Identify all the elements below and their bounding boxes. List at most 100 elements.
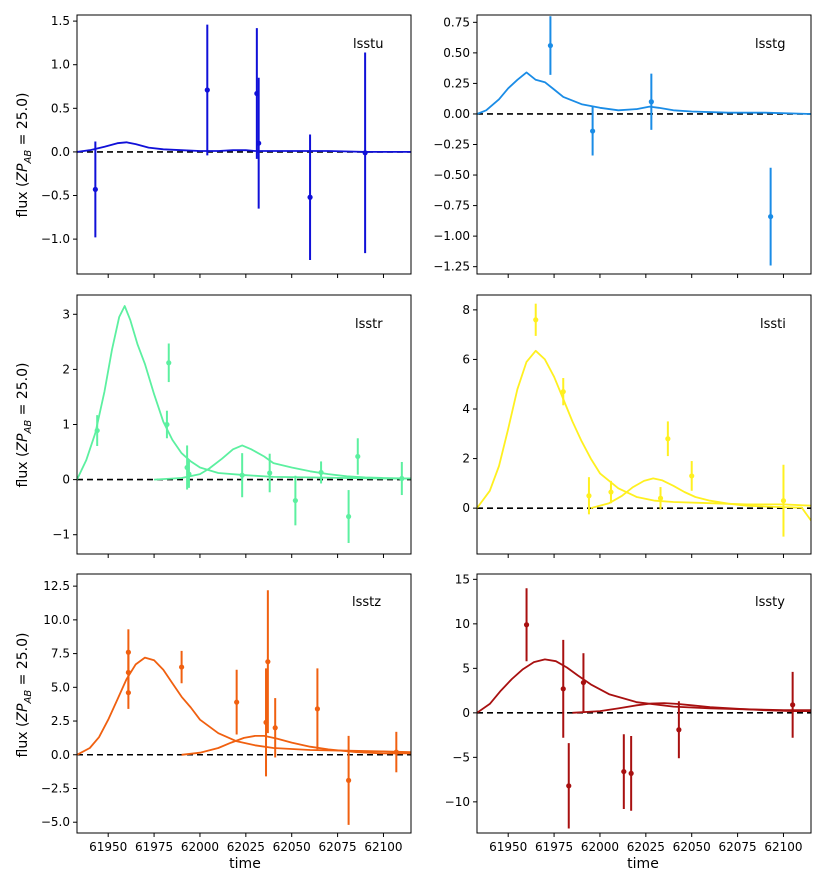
data-marker [790, 702, 796, 708]
data-point [318, 461, 324, 484]
y-tick-label: 2 [462, 452, 470, 466]
data-marker [590, 128, 596, 134]
axes-frame [76, 294, 412, 555]
data-point [628, 735, 634, 811]
data-marker [586, 493, 592, 499]
plot-area [77, 24, 411, 261]
x-tick-label: 62025 [627, 840, 665, 854]
data-point [790, 671, 796, 738]
band-label: lsstg [755, 37, 786, 52]
x-tick-label: 62000 [181, 840, 219, 854]
model-curve-1 [77, 305, 411, 480]
data-marker [346, 513, 352, 520]
x-tick-label: 62050 [673, 840, 711, 854]
data-marker [399, 475, 405, 482]
y-tick-label: 10 [455, 617, 470, 631]
plot-area [477, 588, 811, 829]
x-tick-label: 61950 [89, 840, 127, 854]
y-axis-label-row2: flux (ZPAB = 25.0) [15, 363, 34, 488]
data-point [533, 303, 539, 336]
data-point [234, 669, 240, 735]
data-marker [164, 421, 170, 428]
panel-lsstz: −5.0 −2.5 0.0 2.5 5.0 7.5 10.0 12.5 61950 61975 62… [41, 573, 412, 854]
data-marker [580, 679, 587, 686]
data-point [608, 480, 614, 504]
data-point [648, 73, 654, 130]
y-tick-label: 12.5 [43, 579, 70, 593]
y-tick-label: 0 [462, 501, 470, 515]
data-point [689, 461, 695, 491]
data-point [346, 735, 352, 825]
axes-frame [476, 294, 812, 555]
data-marker [234, 699, 240, 705]
data-marker [166, 360, 172, 366]
y-tick-label: 5 [462, 661, 470, 675]
data-point [393, 731, 399, 773]
data-marker [267, 470, 273, 476]
panel-lsstg: −1.25 −1.00 −0.75 −0.50 −0.25 0.00 0.25 0.50 0.7… [433, 14, 812, 278]
axes-frame [476, 573, 812, 834]
y-tick-label: −1.0 [41, 232, 70, 246]
y-tick-label: 0.0 [51, 748, 70, 762]
data-marker [314, 706, 321, 712]
plot-area [477, 303, 811, 537]
y-axis-label-row1: flux (ZPAB = 25.0) [15, 93, 34, 218]
y-tick-label: 0.00 [443, 107, 470, 121]
model-curve-1 [477, 71, 811, 115]
y-tick-label: −0.75 [433, 199, 470, 213]
band-label: lsstr [355, 317, 383, 332]
data-point [307, 134, 313, 261]
data-point [346, 490, 352, 543]
y-tick-label: 1.0 [51, 58, 70, 72]
y-tick-label: −5 [452, 750, 470, 764]
y-tick-label: 8 [462, 303, 470, 317]
data-marker [648, 99, 654, 105]
data-point [547, 16, 554, 75]
band-label: lssti [760, 317, 786, 332]
data-point [768, 167, 774, 266]
y-tick-label: 0 [62, 473, 70, 487]
data-point [179, 650, 185, 684]
plot-area [77, 590, 411, 825]
y-tick-label: 4 [462, 402, 470, 416]
y-tick-label: 2.5 [51, 714, 70, 728]
y-tick-label: 0.75 [443, 15, 470, 29]
data-point [676, 701, 682, 759]
y-tick-label: 0.25 [443, 76, 470, 90]
data-point [657, 487, 664, 510]
plot-area [477, 16, 811, 266]
data-point [256, 77, 262, 209]
data-point [204, 24, 210, 156]
x-axis-label-right: time [627, 856, 659, 872]
band-label: lsstu [353, 37, 384, 52]
data-marker [355, 453, 361, 460]
y-tick-label: −0.5 [41, 189, 70, 203]
panel-lsstr: −1 0 1 2 3 lsstr [52, 294, 412, 558]
y-tick-label: 15 [455, 572, 470, 586]
data-marker [608, 489, 614, 495]
model-curve-1 [477, 349, 811, 509]
model-curve-2 [590, 477, 811, 522]
data-point [566, 743, 572, 829]
data-marker [665, 436, 671, 442]
x-tick-label: 61950 [489, 840, 527, 854]
data-point [355, 438, 361, 475]
y-tick-label: −1.25 [433, 260, 470, 274]
y-tick-label: 1 [62, 418, 70, 432]
data-marker [393, 749, 399, 755]
x-tick-label: 62100 [764, 840, 802, 854]
model-curve-2 [154, 444, 411, 481]
data-marker [272, 725, 278, 731]
data-point [267, 453, 273, 493]
data-marker [179, 664, 185, 670]
data-marker [362, 150, 368, 156]
y-tick-label: −0.50 [433, 168, 470, 182]
data-marker [780, 498, 787, 504]
model-curve-1 [77, 141, 411, 153]
data-point [166, 343, 172, 383]
data-point [239, 453, 245, 498]
data-marker [256, 140, 262, 146]
data-marker [768, 213, 774, 220]
data-point [590, 106, 596, 156]
